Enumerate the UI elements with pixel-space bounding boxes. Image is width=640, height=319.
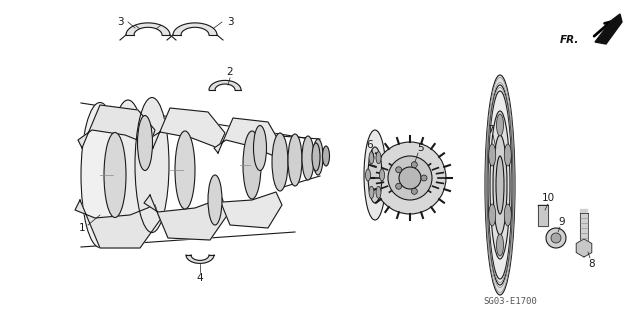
Ellipse shape	[368, 147, 382, 203]
Text: 7: 7	[486, 125, 493, 135]
Circle shape	[396, 183, 402, 189]
Ellipse shape	[364, 130, 386, 220]
Polygon shape	[126, 23, 170, 35]
Text: 3: 3	[227, 17, 234, 27]
Ellipse shape	[497, 234, 504, 256]
Text: 5: 5	[417, 143, 423, 153]
Ellipse shape	[243, 131, 261, 199]
Polygon shape	[144, 195, 228, 240]
Ellipse shape	[374, 142, 446, 214]
Polygon shape	[147, 108, 225, 148]
Ellipse shape	[104, 132, 126, 218]
Circle shape	[412, 188, 417, 194]
Ellipse shape	[272, 133, 288, 191]
Text: 2: 2	[227, 67, 234, 77]
Ellipse shape	[376, 186, 381, 198]
Circle shape	[382, 150, 438, 206]
Ellipse shape	[138, 115, 152, 170]
Text: 10: 10	[541, 193, 555, 203]
Ellipse shape	[365, 169, 371, 181]
Ellipse shape	[312, 143, 320, 171]
Ellipse shape	[380, 169, 385, 181]
Ellipse shape	[208, 175, 222, 225]
Ellipse shape	[496, 156, 504, 214]
Text: SG03-E1700: SG03-E1700	[483, 298, 537, 307]
Ellipse shape	[302, 136, 314, 180]
Ellipse shape	[487, 85, 513, 285]
Text: FR.: FR.	[559, 35, 579, 45]
Ellipse shape	[489, 204, 496, 226]
Polygon shape	[209, 80, 241, 90]
Polygon shape	[186, 255, 214, 263]
Ellipse shape	[497, 114, 504, 136]
Ellipse shape	[399, 167, 421, 189]
Polygon shape	[538, 205, 548, 226]
Ellipse shape	[488, 91, 512, 279]
Circle shape	[546, 228, 566, 248]
Circle shape	[421, 175, 427, 181]
Circle shape	[412, 162, 417, 168]
Text: 3: 3	[116, 17, 124, 27]
Ellipse shape	[504, 144, 511, 166]
Ellipse shape	[253, 125, 266, 170]
Ellipse shape	[489, 144, 496, 166]
Ellipse shape	[323, 146, 330, 166]
Polygon shape	[173, 23, 217, 35]
Text: 1: 1	[79, 223, 85, 233]
Ellipse shape	[369, 186, 374, 198]
Circle shape	[396, 167, 402, 173]
Circle shape	[400, 168, 420, 188]
Ellipse shape	[493, 135, 507, 235]
Ellipse shape	[110, 100, 146, 240]
Ellipse shape	[376, 152, 381, 164]
Ellipse shape	[369, 152, 374, 164]
Polygon shape	[538, 205, 548, 210]
Ellipse shape	[135, 98, 169, 233]
Ellipse shape	[388, 156, 432, 200]
Ellipse shape	[81, 102, 119, 248]
Ellipse shape	[490, 111, 510, 259]
Ellipse shape	[485, 75, 515, 295]
Circle shape	[551, 233, 561, 243]
Polygon shape	[210, 188, 282, 228]
Ellipse shape	[313, 139, 323, 175]
Polygon shape	[576, 239, 592, 257]
Ellipse shape	[175, 131, 195, 209]
Polygon shape	[75, 200, 160, 248]
Polygon shape	[78, 105, 155, 148]
Text: 9: 9	[559, 217, 565, 227]
Text: 4: 4	[196, 273, 204, 283]
Polygon shape	[595, 14, 622, 44]
Polygon shape	[214, 118, 280, 156]
Ellipse shape	[504, 204, 511, 226]
Circle shape	[392, 160, 428, 196]
Text: 6: 6	[367, 140, 373, 150]
Text: 8: 8	[589, 259, 595, 269]
Ellipse shape	[288, 134, 302, 186]
